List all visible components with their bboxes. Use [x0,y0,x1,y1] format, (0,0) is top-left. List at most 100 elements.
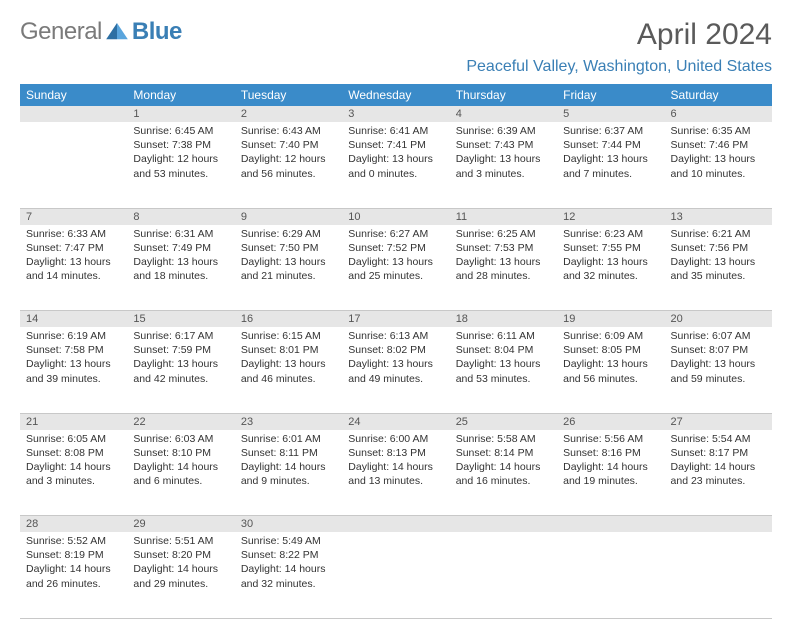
day-number [665,516,772,520]
day-number: 6 [665,106,772,122]
daylight-text: and 14 minutes. [26,269,121,283]
sunrise-text: Sunrise: 6:45 AM [133,124,228,138]
daylight-text: and 16 minutes. [456,474,551,488]
sunrise-text: Sunrise: 6:31 AM [133,227,228,241]
day-cell [342,532,449,618]
sunset-text: Sunset: 7:56 PM [671,241,766,255]
day-cell [20,122,127,208]
daynum-row: 21222324252627 [20,413,772,430]
day-cell: Sunrise: 6:17 AMSunset: 7:59 PMDaylight:… [127,327,234,413]
daylight-text: and 59 minutes. [671,372,766,386]
daylight-text: and 13 minutes. [348,474,443,488]
day-number: 18 [450,311,557,327]
day-content: Sunrise: 5:58 AMSunset: 8:14 PMDaylight:… [450,430,557,495]
day-content: Sunrise: 6:21 AMSunset: 7:56 PMDaylight:… [665,225,772,290]
daynum-cell: 2 [235,106,342,122]
sunset-text: Sunset: 7:53 PM [456,241,551,255]
day-cell: Sunrise: 6:11 AMSunset: 8:04 PMDaylight:… [450,327,557,413]
sunset-text: Sunset: 8:08 PM [26,446,121,460]
daylight-text: Daylight: 13 hours [456,357,551,371]
daylight-text: Daylight: 14 hours [241,562,336,576]
sunrise-text: Sunrise: 6:21 AM [671,227,766,241]
daylight-text: Daylight: 13 hours [456,152,551,166]
day-cell: Sunrise: 6:31 AMSunset: 7:49 PMDaylight:… [127,225,234,311]
day-number: 23 [235,414,342,430]
daylight-text: and 10 minutes. [671,167,766,181]
sunrise-text: Sunrise: 5:49 AM [241,534,336,548]
day-cell: Sunrise: 6:03 AMSunset: 8:10 PMDaylight:… [127,430,234,516]
day-number: 5 [557,106,664,122]
day-header-row: SundayMondayTuesdayWednesdayThursdayFrid… [20,84,772,106]
day-cell [557,532,664,618]
day-header: Saturday [665,84,772,106]
day-cell: Sunrise: 5:52 AMSunset: 8:19 PMDaylight:… [20,532,127,618]
week-row: Sunrise: 6:19 AMSunset: 7:58 PMDaylight:… [20,327,772,413]
day-number: 1 [127,106,234,122]
daynum-cell: 6 [665,106,772,122]
day-number: 2 [235,106,342,122]
daynum-cell: 18 [450,311,557,328]
day-cell: Sunrise: 6:05 AMSunset: 8:08 PMDaylight:… [20,430,127,516]
day-cell: Sunrise: 6:25 AMSunset: 7:53 PMDaylight:… [450,225,557,311]
daylight-text: Daylight: 14 hours [563,460,658,474]
sunset-text: Sunset: 7:43 PM [456,138,551,152]
daylight-text: Daylight: 14 hours [133,460,228,474]
daylight-text: Daylight: 14 hours [456,460,551,474]
day-number: 17 [342,311,449,327]
sunset-text: Sunset: 8:11 PM [241,446,336,460]
daynum-cell: 26 [557,413,664,430]
day-cell: Sunrise: 6:45 AMSunset: 7:38 PMDaylight:… [127,122,234,208]
daynum-cell: 22 [127,413,234,430]
day-number [342,516,449,520]
daylight-text: and 19 minutes. [563,474,658,488]
daylight-text: Daylight: 13 hours [26,357,121,371]
daynum-cell [665,516,772,533]
sunset-text: Sunset: 7:38 PM [133,138,228,152]
day-cell: Sunrise: 6:00 AMSunset: 8:13 PMDaylight:… [342,430,449,516]
day-number: 21 [20,414,127,430]
sunrise-text: Sunrise: 6:00 AM [348,432,443,446]
day-number: 8 [127,209,234,225]
day-cell: Sunrise: 6:43 AMSunset: 7:40 PMDaylight:… [235,122,342,208]
daynum-cell: 14 [20,311,127,328]
day-content: Sunrise: 6:27 AMSunset: 7:52 PMDaylight:… [342,225,449,290]
daylight-text: Daylight: 13 hours [26,255,121,269]
sunrise-text: Sunrise: 5:52 AM [26,534,121,548]
sunset-text: Sunset: 8:13 PM [348,446,443,460]
daynum-cell: 12 [557,208,664,225]
daylight-text: and 32 minutes. [241,577,336,591]
day-number [20,106,127,110]
sunset-text: Sunset: 7:44 PM [563,138,658,152]
week-row: Sunrise: 6:05 AMSunset: 8:08 PM Daylight:… [20,430,772,516]
day-number: 13 [665,209,772,225]
daylight-text: and 26 minutes. [26,577,121,591]
daylight-text: and 3 minutes. [456,167,551,181]
daylight-text: Daylight: 13 hours [348,255,443,269]
day-cell: Sunrise: 6:29 AMSunset: 7:50 PMDaylight:… [235,225,342,311]
daylight-text: Daylight: 13 hours [348,152,443,166]
daylight-text: and 25 minutes. [348,269,443,283]
day-content: Sunrise: 5:51 AMSunset: 8:20 PMDaylight:… [127,532,234,597]
logo-text-1: General [20,18,102,46]
daylight-text: Daylight: 13 hours [348,357,443,371]
day-content: Sunrise: 6:45 AMSunset: 7:38 PMDaylight:… [127,122,234,187]
sunrise-text: Sunrise: 6:09 AM [563,329,658,343]
daylight-text: and 39 minutes. [26,372,121,386]
week-row: Sunrise: 6:45 AMSunset: 7:38 PM Daylight:… [20,122,772,208]
day-content [342,532,449,540]
daynum-row: 123456 [20,106,772,122]
day-cell: Sunrise: 5:58 AMSunset: 8:14 PMDaylight:… [450,430,557,516]
week-row: Sunrise: 6:33 AMSunset: 7:47 PMDaylight:… [20,225,772,311]
sunset-text: Sunset: 8:02 PM [348,343,443,357]
sunrise-text: Sunrise: 6:27 AM [348,227,443,241]
daynum-cell: 20 [665,311,772,328]
sunrise-text: Sunrise: 6:05 AM [26,432,121,446]
sunrise-text: Sunrise: 5:58 AM [456,432,551,446]
sunrise-text: Sunrise: 6:29 AM [241,227,336,241]
sunrise-text: Sunrise: 6:11 AM [456,329,551,343]
sunset-text: Sunset: 8:17 PM [671,446,766,460]
sunset-text: Sunset: 7:58 PM [26,343,121,357]
sunset-text: Sunset: 7:46 PM [671,138,766,152]
day-content: Sunrise: 6:43 AMSunset: 7:40 PMDaylight:… [235,122,342,187]
sunset-text: Sunset: 8:07 PM [671,343,766,357]
